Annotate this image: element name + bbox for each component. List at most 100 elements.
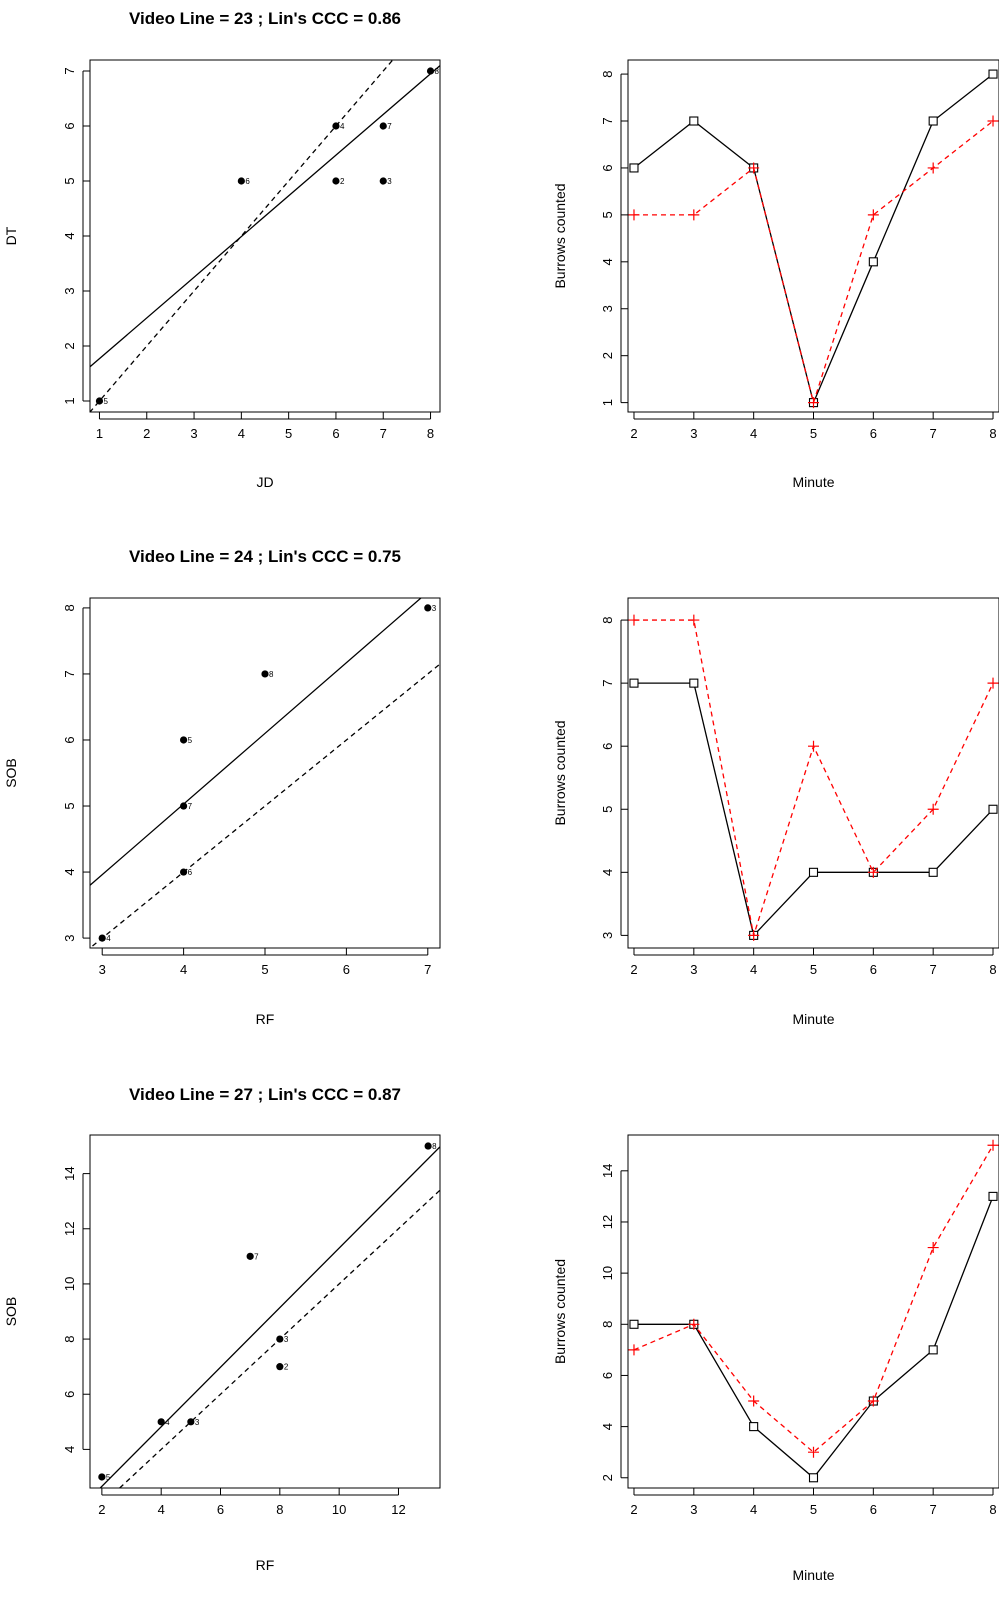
plus-marker <box>628 614 640 626</box>
scatter-point <box>332 122 340 130</box>
y-tick-label: 3 <box>600 932 615 939</box>
scatter-point <box>261 670 269 678</box>
y-tick-label: 10 <box>62 1277 77 1291</box>
plus-marker <box>867 209 879 221</box>
x-tick-label: 8 <box>427 426 434 441</box>
y-tick-label: 6 <box>62 1391 77 1398</box>
x-tick-label: 3 <box>690 962 697 977</box>
square-marker <box>689 116 699 126</box>
y-tick-label: 12 <box>600 1215 615 1229</box>
series-line-red <box>633 1144 994 1454</box>
x-tick-label: 4 <box>750 426 757 441</box>
scatter-point <box>426 67 435 75</box>
x-axis-label: RF <box>256 1011 275 1027</box>
x-tick-label: 12 <box>391 1502 405 1517</box>
scatter-point <box>332 177 340 185</box>
square-marker <box>749 1422 759 1432</box>
series-line-black <box>633 682 994 937</box>
square-marker <box>808 1473 819 1483</box>
chart-title: Video Line = 23 ; Lin's CCC = 0.86 <box>129 9 401 28</box>
identity-line <box>118 1189 440 1488</box>
x-tick-label: 4 <box>180 962 187 977</box>
x-tick-label: 2 <box>630 1502 637 1517</box>
scatter-panel-video-line-24: Video Line = 24 ; Lin's CCC = 0.75 3 4 5 6 7 3… <box>3 547 441 1027</box>
y-tick-label: 7 <box>600 117 615 124</box>
x-tick-label: 7 <box>930 426 937 441</box>
y-tick-label: 3 <box>62 934 77 941</box>
plus-marker <box>987 1139 999 1151</box>
y-axis-label: DT <box>3 226 19 245</box>
point-label: 7 <box>254 1252 259 1261</box>
x-tick-label: 3 <box>99 962 106 977</box>
plus-marker <box>628 1344 640 1356</box>
x-tick-label: 2 <box>630 426 637 441</box>
scatter-point <box>98 934 106 942</box>
plus-marker <box>927 1242 939 1254</box>
point-label: 3 <box>284 1335 289 1344</box>
scatter-point <box>276 1335 284 1343</box>
regression-line <box>90 64 440 368</box>
y-tick-label: 5 <box>600 806 615 813</box>
plus-marker <box>987 677 999 689</box>
x-axis-label: JD <box>256 474 273 490</box>
plot-area <box>90 598 440 948</box>
scatter-point <box>424 604 432 612</box>
point-label: 5 <box>188 736 193 745</box>
identity-line <box>90 60 394 412</box>
point-label: 8 <box>435 67 440 76</box>
y-tick-label: 1 <box>600 399 615 406</box>
plus-marker <box>748 929 760 941</box>
plus-marker <box>987 115 999 127</box>
plus-marker <box>927 162 939 174</box>
x-tick-label: 7 <box>424 962 431 977</box>
identity-line <box>90 663 440 948</box>
plus-marker <box>688 209 700 221</box>
x-tick-label: 8 <box>989 426 996 441</box>
y-tick-label: 6 <box>62 736 77 743</box>
y-tick-label: 4 <box>62 232 77 239</box>
y-tick-label: 8 <box>62 604 77 611</box>
plus-marker <box>927 803 939 815</box>
scatter-point <box>379 177 387 185</box>
y-tick-label: 4 <box>600 869 615 876</box>
x-tick-label: 4 <box>238 426 245 441</box>
point-label: 4 <box>340 122 345 131</box>
x-tick-label: 2 <box>630 962 637 977</box>
y-tick-label: 7 <box>600 680 615 687</box>
x-tick-label: 7 <box>930 1502 937 1517</box>
point-label: 6 <box>245 177 250 186</box>
point-label: 8 <box>269 670 274 679</box>
y-axis-label: SOB <box>3 758 19 788</box>
point-label: 3 <box>387 177 392 186</box>
y-tick-label: 5 <box>62 177 77 184</box>
point-label: 5 <box>106 1473 111 1482</box>
x-tick-label: 6 <box>870 962 877 977</box>
x-tick-label: 6 <box>332 426 339 441</box>
x-tick-label: 1 <box>96 426 103 441</box>
x-tick-label: 8 <box>276 1502 283 1517</box>
y-tick-label: 4 <box>62 1446 77 1453</box>
scatter-point <box>180 736 188 744</box>
plot-frame <box>89 597 441 949</box>
scatter-point <box>98 1473 106 1481</box>
point-label: 6 <box>188 868 193 877</box>
plus-marker <box>808 740 819 752</box>
chart-title: Video Line = 27 ; Lin's CCC = 0.87 <box>129 1085 401 1104</box>
y-tick-label: 8 <box>600 1321 615 1328</box>
plus-marker <box>867 866 879 878</box>
square-marker <box>629 678 639 688</box>
y-axis-label: Burrows counted <box>552 720 568 825</box>
plus-marker <box>867 1395 879 1407</box>
y-tick-label: 8 <box>600 616 615 623</box>
y-tick-label: 4 <box>600 1423 615 1430</box>
y-tick-label: 7 <box>62 67 77 74</box>
series-line-black <box>633 73 994 405</box>
point-label: 2 <box>340 177 345 186</box>
x-axis-label: Minute <box>792 1567 834 1583</box>
scatter-point <box>237 177 245 185</box>
scatter-point <box>187 1418 195 1426</box>
y-tick-label: 10 <box>600 1266 615 1280</box>
series-line-red <box>633 619 994 936</box>
x-axis-label: RF <box>256 1557 275 1573</box>
